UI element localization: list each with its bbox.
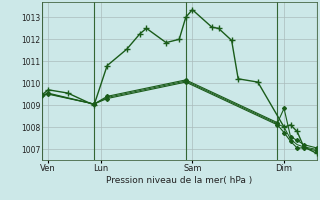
X-axis label: Pression niveau de la mer( hPa ): Pression niveau de la mer( hPa ) (106, 176, 252, 185)
